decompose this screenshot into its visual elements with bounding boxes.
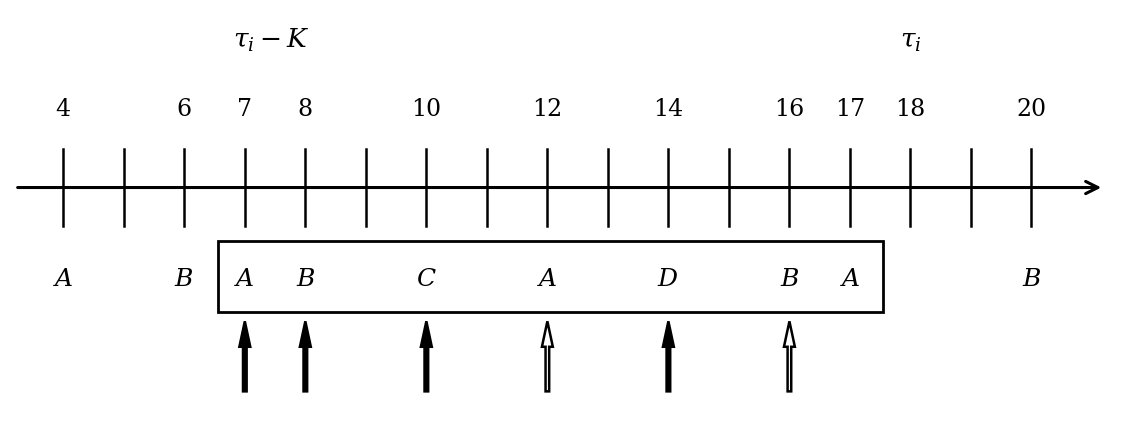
Text: $\tau_i - K$: $\tau_i - K$: [233, 26, 309, 54]
Text: 20: 20: [1016, 98, 1046, 121]
Text: 7: 7: [237, 98, 252, 121]
FancyArrow shape: [300, 321, 310, 391]
Text: 10: 10: [412, 98, 441, 121]
Text: $A$: $A$: [537, 267, 558, 291]
Text: $A$: $A$: [839, 267, 861, 291]
FancyArrow shape: [240, 321, 250, 391]
FancyArrow shape: [784, 321, 795, 391]
Text: 17: 17: [835, 98, 865, 121]
Text: $D$: $D$: [657, 267, 680, 291]
Text: 4: 4: [56, 98, 71, 121]
Text: $B$: $B$: [296, 267, 315, 291]
Text: 8: 8: [298, 98, 313, 121]
Text: 6: 6: [177, 98, 192, 121]
FancyArrow shape: [663, 321, 674, 391]
FancyArrow shape: [421, 321, 432, 391]
FancyArrow shape: [542, 321, 552, 391]
Bar: [217, 241, 883, 312]
Text: $\tau_i$: $\tau_i$: [900, 28, 921, 54]
Text: 16: 16: [774, 98, 804, 121]
Text: 12: 12: [532, 98, 562, 121]
Text: $A$: $A$: [53, 267, 73, 291]
Text: $B$: $B$: [1022, 267, 1042, 291]
Text: 14: 14: [654, 98, 684, 121]
Text: $B$: $B$: [174, 267, 195, 291]
Text: 18: 18: [896, 98, 926, 121]
Text: $C$: $C$: [416, 267, 436, 291]
Text: $B$: $B$: [780, 267, 799, 291]
Text: $A$: $A$: [234, 267, 255, 291]
